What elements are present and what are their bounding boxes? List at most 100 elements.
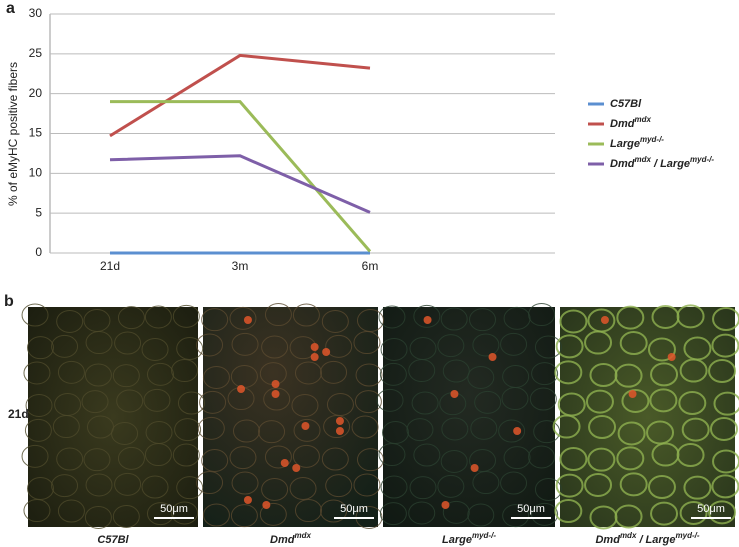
label: Dmdmdx <box>270 531 311 546</box>
cell <box>264 445 292 469</box>
cell <box>379 502 407 526</box>
cell <box>585 389 614 414</box>
stained-fiber <box>310 343 319 351</box>
cell <box>442 500 470 524</box>
row-label: 21d <box>8 407 29 421</box>
label-text: / Large <box>636 534 675 546</box>
scale-bar-label: 50μm <box>160 503 188 515</box>
label-superscript: myd-/- <box>676 531 700 540</box>
label: C57Bl <box>610 98 642 110</box>
cell <box>81 390 109 414</box>
cell <box>614 363 643 388</box>
stained-fiber <box>628 390 637 398</box>
cell <box>649 388 678 413</box>
cell <box>554 360 583 385</box>
label: Largemyd-/- <box>442 531 496 546</box>
stained-fiber <box>301 422 310 430</box>
micrograph <box>383 307 555 527</box>
cell <box>294 499 322 523</box>
cell <box>229 446 257 470</box>
cell <box>171 359 199 383</box>
cell <box>528 445 556 469</box>
cell <box>289 476 317 500</box>
cell <box>24 418 52 442</box>
cell <box>503 306 531 330</box>
cell <box>356 448 384 472</box>
cell <box>202 503 230 527</box>
cell <box>441 417 469 441</box>
stained-fiber <box>310 353 319 361</box>
cell <box>406 418 434 442</box>
cell <box>292 444 320 468</box>
cell <box>117 306 145 330</box>
cell <box>621 388 650 413</box>
cell <box>678 391 707 416</box>
cell <box>112 504 140 528</box>
cell <box>679 500 708 525</box>
cell <box>437 474 465 498</box>
stained-fiber <box>271 390 280 398</box>
cell <box>259 502 287 526</box>
cell <box>711 333 739 358</box>
cell <box>26 336 54 360</box>
cell <box>321 447 349 471</box>
label-text: Dmd <box>610 118 635 130</box>
cell <box>171 501 199 525</box>
cell <box>711 474 739 499</box>
cell <box>263 387 291 411</box>
cell <box>197 416 225 440</box>
cell <box>559 447 588 472</box>
cell <box>413 304 441 328</box>
cell <box>196 471 224 495</box>
cell <box>555 334 584 359</box>
y-tick-label: 0 <box>35 245 42 259</box>
cell <box>117 446 145 470</box>
cell <box>411 391 439 415</box>
cell <box>555 473 584 498</box>
label: C57Bl <box>97 534 129 546</box>
y-tick-label: 10 <box>29 166 43 180</box>
label: Largemyd-/- <box>610 135 664 150</box>
cell <box>21 444 49 468</box>
cell <box>111 421 139 445</box>
cell <box>116 389 144 413</box>
cell <box>114 472 142 496</box>
cell <box>199 390 227 414</box>
cell <box>293 418 321 442</box>
stained-fiber <box>322 348 331 356</box>
cell <box>143 388 171 412</box>
cell <box>231 471 259 495</box>
y-tick-label: 5 <box>35 205 42 219</box>
cell <box>84 363 112 387</box>
y-tick-label: 25 <box>29 46 43 60</box>
label-superscript: mdx <box>634 115 651 124</box>
label-superscript: myd-/- <box>640 135 664 144</box>
stained-fiber <box>513 427 522 435</box>
cell <box>469 308 497 332</box>
label-text: Dmd <box>270 534 295 546</box>
y-tick-label: 15 <box>29 126 43 140</box>
stained-fiber <box>335 417 344 425</box>
scale-bar-label: 50μm <box>697 503 725 515</box>
stained-fiber <box>335 427 344 435</box>
panel-label: b <box>4 293 14 310</box>
cell <box>616 446 645 471</box>
label-superscript: mdx <box>295 531 312 540</box>
cell <box>533 420 561 444</box>
label-text: Large <box>610 138 640 150</box>
cell <box>52 415 80 439</box>
cell <box>470 416 498 440</box>
cell <box>85 473 113 497</box>
cell <box>708 359 737 384</box>
cell <box>472 333 500 357</box>
cell <box>177 391 205 415</box>
stained-fiber <box>441 501 450 509</box>
micrographs <box>21 303 739 530</box>
cell <box>437 334 465 358</box>
cell <box>474 390 502 414</box>
cell <box>380 337 408 361</box>
stained-fiber <box>262 501 271 509</box>
cell <box>51 334 79 358</box>
cell <box>708 500 737 525</box>
cell <box>650 362 679 387</box>
